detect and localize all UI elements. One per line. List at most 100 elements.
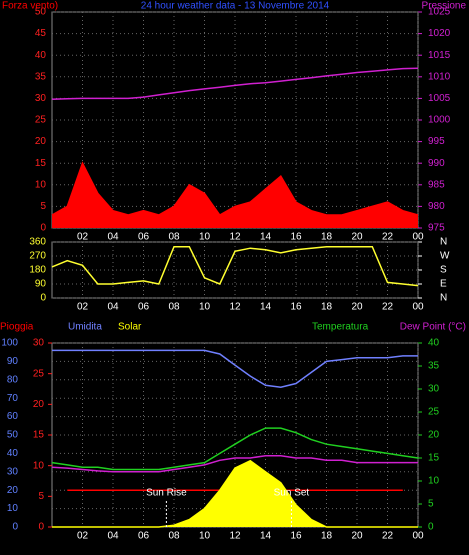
y-tick-label: 40	[7, 448, 19, 459]
y-tick-label: 100	[1, 338, 18, 349]
x-tick-label: 10	[199, 302, 211, 313]
y2-tick-label: 35	[428, 361, 440, 372]
y-tick-label: 70	[7, 393, 19, 404]
y2-tick-label: 990	[428, 158, 445, 169]
y2-tick-label: 5	[428, 499, 434, 510]
y2-tick-label: W	[440, 251, 450, 262]
y-tick-label: 360	[29, 237, 46, 248]
y-tick-label: 45	[35, 28, 47, 39]
y-tick-label: 50	[7, 430, 19, 441]
y-tick-label: 0	[40, 293, 46, 304]
y-tick-label: 20	[35, 136, 47, 147]
x-tick-label: 08	[168, 232, 180, 243]
y-tick-label: 30	[7, 466, 19, 477]
y-tick-label: 15	[35, 158, 47, 169]
x-tick-label: 00	[412, 232, 424, 243]
y3-tick-label: 25	[33, 368, 45, 379]
x-tick-label: 00	[412, 531, 424, 542]
x-tick-label: 22	[382, 302, 394, 313]
x-tick-label: 16	[290, 232, 302, 243]
line	[51, 67, 419, 101]
y2-tick-label: 1020	[428, 28, 451, 39]
x-tick-label: 20	[351, 531, 363, 542]
x-tick-label: 08	[168, 531, 180, 542]
y-tick-label: 270	[29, 251, 46, 262]
y2-tick-label: E	[440, 279, 447, 290]
area	[52, 460, 418, 527]
line	[52, 349, 418, 388]
y2-tick-label: 15	[428, 453, 440, 464]
y-tick-label: 30	[35, 93, 47, 104]
y-tick-label: 50	[35, 7, 47, 18]
y2-tick-label: 985	[428, 179, 445, 190]
y-tick-label: 35	[35, 71, 47, 82]
x-tick-label: 00	[412, 302, 424, 313]
x-tick-label: 20	[351, 232, 363, 243]
x-tick-label: 06	[138, 302, 150, 313]
x-tick-label: 06	[138, 232, 150, 243]
annotation: Sun Set	[274, 488, 310, 499]
y3-tick-label: 5	[38, 491, 44, 502]
x-tick-label: 16	[290, 531, 302, 542]
x-tick-label: 12	[229, 232, 241, 243]
y2-tick-label: 40	[428, 338, 440, 349]
x-tick-label: 02	[77, 302, 89, 313]
y2-tick-label: 1005	[428, 93, 451, 104]
x-tick-label: 10	[199, 232, 211, 243]
x-tick-label: 06	[138, 531, 150, 542]
y2-tick-label: 1015	[428, 50, 451, 61]
line	[51, 245, 419, 287]
y2-tick-label: 10	[428, 476, 440, 487]
y2-tick-label: 1010	[428, 71, 451, 82]
legend-label: Temperatura	[312, 322, 369, 333]
y-tick-label: 180	[29, 265, 46, 276]
y3-tick-label: 15	[33, 430, 45, 441]
y2-tick-label: 25	[428, 407, 440, 418]
y-tick-label: 90	[35, 279, 47, 290]
x-tick-label: 18	[321, 302, 333, 313]
y3-tick-label: 10	[33, 460, 45, 471]
y3-tick-label: 20	[33, 399, 45, 410]
y2-tick-label: N	[440, 293, 447, 304]
line	[51, 161, 419, 216]
y2-tick-label: S	[440, 265, 447, 276]
y2-tick-label: 975	[428, 223, 445, 234]
y-tick-label: 25	[35, 115, 47, 126]
x-tick-label: 20	[351, 302, 363, 313]
y-tick-label: 60	[7, 411, 19, 422]
y2-tick-label: 0	[428, 522, 434, 533]
x-tick-label: 14	[260, 232, 272, 243]
line	[51, 427, 419, 471]
legend-label: Pressione	[422, 1, 467, 12]
y3-tick-label: 0	[38, 522, 44, 533]
x-tick-label: 18	[321, 531, 333, 542]
y2-tick-label: 980	[428, 201, 445, 212]
y2-tick-label: 30	[428, 384, 440, 395]
x-tick-label: 04	[107, 232, 119, 243]
y-tick-label: 0	[40, 223, 46, 234]
x-tick-label: 14	[260, 531, 272, 542]
y2-tick-label: 1000	[428, 115, 451, 126]
y2-tick-label: 1025	[428, 7, 451, 18]
x-tick-label: 22	[382, 531, 394, 542]
y-tick-label: 40	[35, 50, 47, 61]
legend-label: Solar	[118, 322, 142, 333]
y2-tick-label: N	[440, 237, 447, 248]
y3-tick-label: 30	[33, 338, 45, 349]
x-tick-label: 08	[168, 302, 180, 313]
x-tick-label: 12	[229, 302, 241, 313]
y-tick-label: 80	[7, 374, 19, 385]
x-tick-label: 02	[77, 232, 89, 243]
y2-tick-label: 995	[428, 136, 445, 147]
y-tick-label: 5	[40, 201, 46, 212]
y-tick-label: 20	[7, 485, 19, 496]
annotation: Sun Rise	[146, 488, 187, 499]
x-tick-label: 14	[260, 302, 272, 313]
y-tick-label: 0	[12, 522, 18, 533]
legend-label: Umidita	[68, 322, 102, 333]
x-tick-label: 12	[229, 531, 241, 542]
legend-label: Forza vento)	[2, 1, 58, 12]
x-tick-label: 10	[199, 531, 211, 542]
